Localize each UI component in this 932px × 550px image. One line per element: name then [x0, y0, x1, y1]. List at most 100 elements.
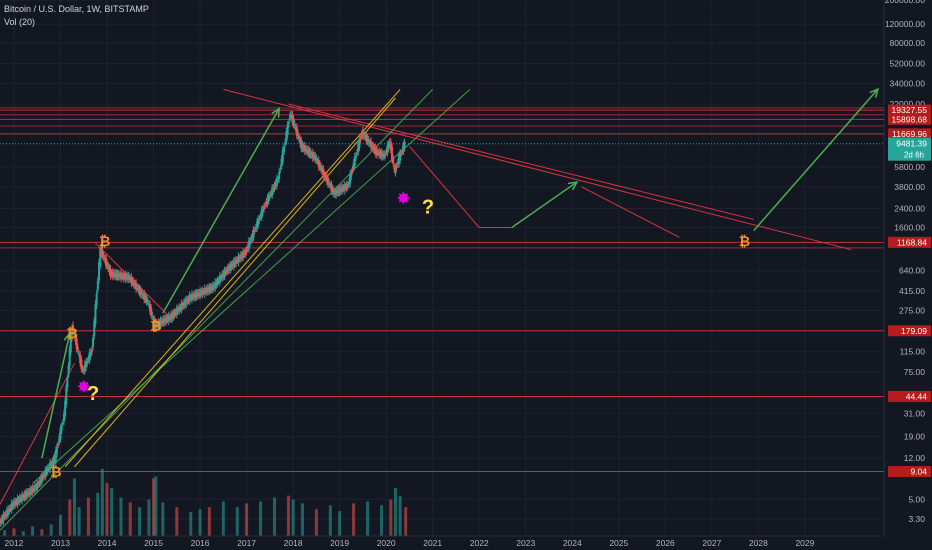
candle-body	[195, 292, 198, 298]
candle-body	[144, 296, 147, 300]
candle-body	[315, 157, 318, 161]
candle-body	[302, 146, 305, 149]
candle-body	[72, 325, 75, 332]
candle-body	[316, 161, 319, 163]
candle-body	[226, 267, 229, 272]
candle-body	[124, 274, 127, 280]
candle-body	[332, 190, 335, 195]
candle-body	[64, 400, 67, 417]
candle-body	[239, 255, 242, 260]
volume-legend[interactable]: Vol (20)	[4, 17, 36, 27]
candle-body	[367, 139, 370, 144]
volume-bar	[105, 483, 109, 536]
volume-bar	[380, 505, 384, 536]
candle-body	[294, 127, 297, 130]
candle-body	[179, 307, 182, 309]
candle-body	[276, 179, 279, 181]
candle-body	[53, 455, 56, 463]
candle-body	[359, 139, 362, 141]
candle-body	[74, 335, 77, 342]
candle-body	[307, 149, 310, 155]
volume-bar	[300, 503, 304, 536]
candle-body	[86, 361, 89, 364]
candle-body	[271, 187, 274, 196]
volume-bar	[128, 502, 132, 536]
level-tag-label: 179.09	[901, 326, 927, 336]
candle-body	[251, 234, 254, 239]
candle-body	[257, 219, 260, 226]
candle-body	[354, 155, 357, 158]
candle-body	[106, 263, 109, 266]
candle-body	[103, 258, 106, 260]
candle-body	[10, 503, 13, 511]
candle-body	[371, 145, 374, 147]
candle-body	[55, 446, 58, 454]
candle-body	[363, 133, 366, 137]
x-tick-label: 2020	[377, 538, 396, 548]
candle-body	[313, 155, 316, 158]
candle-body	[396, 162, 399, 165]
candle-body	[100, 247, 103, 255]
candle-body	[38, 481, 41, 485]
candle-body	[73, 332, 76, 334]
x-tick-label: 2024	[563, 538, 582, 548]
y-tick-label: 115.00	[900, 347, 926, 357]
candle-body	[14, 501, 17, 506]
candle-body	[278, 172, 281, 180]
candle-body	[95, 293, 98, 306]
arrow-shaft	[162, 108, 280, 314]
candle-body	[245, 249, 248, 252]
candle-body	[350, 172, 353, 177]
candle-body	[185, 299, 188, 305]
candle-body	[37, 484, 40, 486]
candle-body	[160, 321, 163, 324]
candle-body	[242, 251, 245, 259]
trend-line	[0, 89, 434, 531]
candle-body	[76, 347, 79, 351]
y-tick-label: 31.00	[904, 408, 926, 418]
volume-bar	[404, 507, 408, 536]
candle-body	[244, 251, 247, 255]
candle-body	[372, 145, 375, 150]
candle-body	[52, 458, 55, 464]
volume-bar	[119, 497, 123, 536]
candle-body	[9, 508, 12, 510]
candle-body	[131, 280, 134, 283]
candle-body	[221, 274, 224, 279]
candle-body	[0, 519, 3, 524]
candle-body	[390, 146, 393, 160]
arrow-shaft	[511, 181, 578, 229]
candle-body	[267, 195, 270, 202]
candle-body	[156, 324, 159, 326]
candle-body	[150, 307, 153, 316]
candle-body	[279, 168, 282, 170]
candle-body	[62, 413, 65, 422]
candle-body	[142, 294, 145, 296]
candle-body	[395, 165, 398, 168]
candle-body	[82, 369, 85, 372]
candle-body	[125, 276, 128, 279]
volume-bar	[175, 507, 179, 536]
candle-body	[368, 142, 371, 144]
volume-bar	[21, 531, 25, 536]
x-tick-label: 2029	[795, 538, 814, 548]
volume-bar	[352, 503, 356, 536]
candle-body	[107, 265, 110, 269]
volume-bar	[154, 476, 158, 536]
candle-body	[23, 494, 26, 499]
trend-line	[223, 88, 852, 251]
symbol-legend[interactable]: Bitcoin / U.S. Dollar, 1W, BITSTAMP	[4, 4, 149, 14]
candle-body	[42, 475, 45, 479]
candle-body	[175, 308, 178, 315]
x-tick-label: 2019	[330, 538, 349, 548]
candle-body	[197, 292, 200, 296]
candle-body	[43, 474, 46, 476]
candle-body	[87, 358, 90, 360]
volume-bar	[77, 507, 81, 536]
candle-body	[393, 166, 396, 170]
candle-body	[83, 364, 86, 372]
candle-body	[207, 288, 210, 292]
candle-body	[132, 280, 135, 286]
volume-bar	[72, 478, 76, 536]
